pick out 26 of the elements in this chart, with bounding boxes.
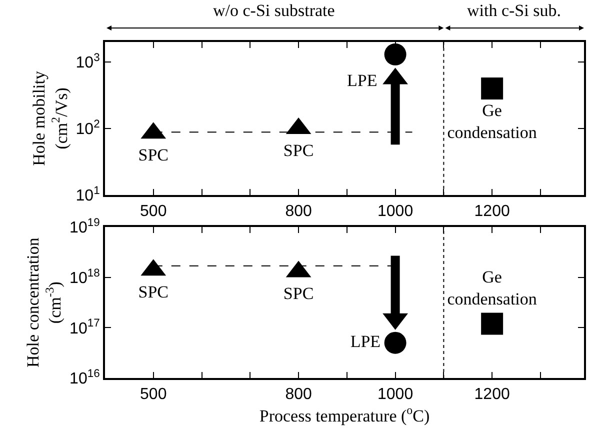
x-tick-label: 800 [285, 386, 312, 404]
x-tick-label: 500 [140, 203, 167, 220]
y-tick-label: 10$^{19}$ [70, 217, 100, 237]
x-tick-label: 500 [140, 386, 167, 404]
x-tick-label: 1200 [474, 386, 510, 404]
x-tick-label: 800 [285, 203, 312, 220]
x-tick-label: 1000 [378, 386, 414, 404]
series-label: SPC [138, 146, 169, 165]
x-tick-label: 1000 [378, 203, 414, 220]
series-label: SPC [283, 284, 314, 304]
series-label: Ge condensation [447, 100, 538, 142]
y-tick-label: 10$^{2}$ [76, 118, 100, 138]
y-tick-label: 10$^{1}$ [76, 184, 100, 204]
x-tick-label: 1200 [474, 203, 510, 220]
y-tick-label: 10$^{18}$ [70, 267, 100, 288]
y-tick-label: 10$^{3}$ [76, 52, 100, 72]
text: with c-Si sub. [467, 1, 561, 20]
series-label: SPC [138, 282, 169, 302]
y-tick-label: 10$^{16}$ [70, 368, 100, 388]
series-label: SPC [283, 140, 314, 160]
text: w/o c-Si substrate [213, 1, 335, 20]
series-label: Ge condensation [447, 268, 538, 309]
y-tick-label: 10$^{17}$ [70, 318, 100, 338]
series-label: LPE [350, 332, 381, 352]
x-axis-title: Process temperature ($^{o}$C) [259, 403, 430, 426]
series-label: LPE [347, 71, 378, 90]
